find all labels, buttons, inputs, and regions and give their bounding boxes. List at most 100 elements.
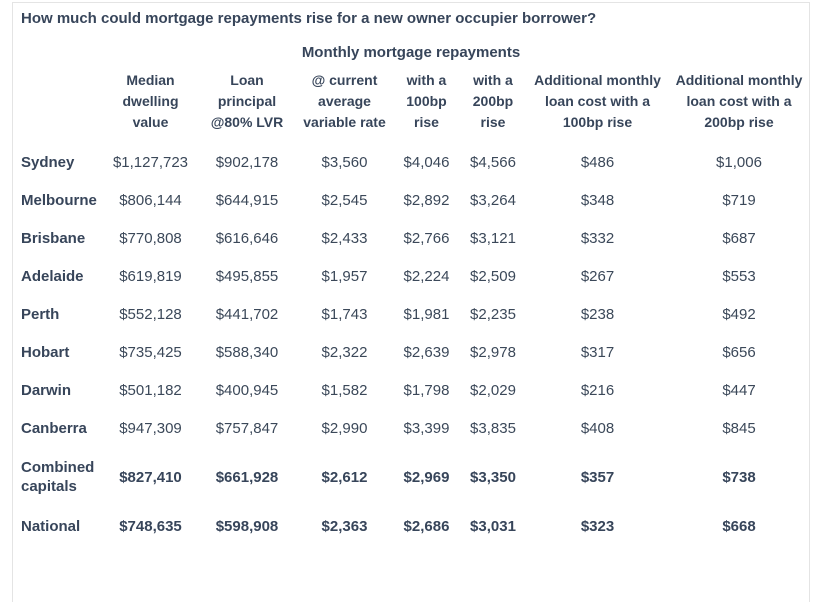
value-cell: $2,235	[470, 305, 516, 323]
value-cell: $1,957	[321, 267, 368, 285]
value-cell: $2,978	[470, 343, 516, 361]
value-cell: $806,144	[119, 191, 182, 209]
value-cell: $1,798	[403, 381, 450, 399]
region-cell: Hobart	[21, 343, 70, 361]
value-cell: $947,309	[119, 419, 182, 437]
region-cell: Sydney	[21, 153, 75, 171]
value-cell: $3,264	[470, 191, 516, 209]
region-cell: Adelaide	[21, 267, 84, 285]
value-cell: $2,686	[403, 517, 450, 535]
column-header-region	[13, 68, 103, 143]
value-cell: $902,178	[215, 153, 279, 171]
value-cell: $588,340	[215, 343, 279, 361]
value-cell: $2,029	[470, 381, 516, 399]
value-cell: $656	[722, 343, 756, 361]
value-cell: $598,908	[215, 517, 279, 535]
column-header-additional-200bp: Additional monthly loan cost with a 200b…	[675, 72, 803, 130]
table-row-darwin: Darwin $501,182 $400,945 $1,582 $1,798 $…	[13, 371, 809, 409]
mortgage-repayments-table: Monthly mortgage repayments Median dwell…	[13, 36, 809, 545]
value-cell: $1,006	[716, 153, 762, 171]
value-cell: $735,425	[119, 343, 182, 361]
value-cell: $447	[722, 381, 756, 399]
value-cell: $216	[580, 381, 615, 399]
column-header-row: Median dwelling value Loan principal @80…	[13, 68, 809, 143]
region-cell: National	[21, 517, 81, 535]
table-row-sydney: Sydney $1,127,723 $902,178 $3,560 $4,046…	[13, 143, 809, 181]
value-cell: $501,182	[119, 381, 182, 399]
column-header-current-rate: @ current average variable rate	[303, 72, 386, 130]
value-cell: $552,128	[119, 305, 182, 323]
value-cell: $3,560	[321, 153, 368, 171]
column-header-100bp: with a 100bp rise	[406, 72, 447, 130]
value-cell: $2,766	[403, 229, 450, 247]
region-cell: Darwin	[21, 381, 72, 399]
value-cell: $3,399	[403, 419, 450, 437]
value-cell: $2,892	[403, 191, 450, 209]
value-cell: $348	[580, 191, 615, 209]
value-cell: $4,046	[403, 153, 450, 171]
region-cell: Combined capitals	[21, 459, 95, 495]
table-row-hobart: Hobart $735,425 $588,340 $2,322 $2,639 $…	[13, 333, 809, 371]
region-cell: Brisbane	[21, 229, 86, 247]
value-cell: $619,819	[119, 267, 182, 285]
table-row-national: National $748,635 $598,908 $2,363 $2,686…	[13, 507, 809, 545]
value-cell: $2,363	[321, 517, 368, 535]
value-cell: $3,350	[470, 468, 516, 486]
value-cell: $2,639	[403, 343, 450, 361]
value-cell: $495,855	[215, 267, 279, 285]
region-cell: Perth	[21, 305, 60, 323]
value-cell: $2,969	[403, 468, 450, 486]
table-row-combined-capitals: Combined capitals $827,410 $661,928 $2,6…	[13, 447, 809, 507]
table-row-perth: Perth $552,128 $441,702 $1,743 $1,981 $2…	[13, 295, 809, 333]
value-cell: $757,847	[215, 419, 279, 437]
value-cell: $3,121	[470, 229, 516, 247]
value-cell: $2,990	[321, 419, 368, 437]
page-title: How much could mortgage repayments rise …	[21, 10, 597, 27]
group-header: Monthly mortgage repayments	[301, 43, 521, 61]
value-cell: $644,915	[215, 191, 279, 209]
column-header-loan-principal: Loan principal @80% LVR	[210, 72, 284, 130]
value-cell: $408	[580, 419, 615, 437]
value-cell: $668	[722, 517, 756, 535]
value-cell: $323	[580, 517, 615, 535]
group-header-row: Monthly mortgage repayments	[13, 36, 809, 68]
value-cell: $3,031	[470, 517, 516, 535]
value-cell: $748,635	[119, 517, 182, 535]
region-cell: Canberra	[21, 419, 87, 437]
value-cell: $357	[580, 468, 615, 486]
value-cell: $441,702	[215, 305, 279, 323]
value-cell: $1,743	[321, 305, 368, 323]
value-cell: $770,808	[119, 229, 182, 247]
value-cell: $687	[722, 229, 756, 247]
value-cell: $332	[580, 229, 615, 247]
value-cell: $3,835	[470, 419, 516, 437]
column-header-200bp: with a 200bp rise	[472, 72, 514, 130]
value-cell: $845	[722, 419, 756, 437]
value-cell: $267	[580, 267, 615, 285]
value-cell: $2,545	[321, 191, 368, 209]
table-row-adelaide: Adelaide $619,819 $495,855 $1,957 $2,224…	[13, 257, 809, 295]
table-row-brisbane: Brisbane $770,808 $616,646 $2,433 $2,766…	[13, 219, 809, 257]
table-row-canberra: Canberra $947,309 $757,847 $2,990 $3,399…	[13, 409, 809, 447]
value-cell: $827,410	[119, 468, 182, 486]
value-cell: $2,509	[470, 267, 516, 285]
value-cell: $238	[580, 305, 615, 323]
value-cell: $1,127,723	[112, 153, 189, 171]
value-cell: $400,945	[215, 381, 279, 399]
value-cell: $4,566	[470, 153, 516, 171]
value-cell: $1,582	[321, 381, 368, 399]
value-cell: $317	[580, 343, 615, 361]
column-header-median-value: Median dwelling value	[122, 72, 179, 130]
value-cell: $2,612	[321, 468, 368, 486]
value-cell: $616,646	[215, 229, 279, 247]
region-cell: Melbourne	[21, 191, 97, 209]
value-cell: $492	[722, 305, 756, 323]
value-cell: $661,928	[215, 468, 279, 486]
column-header-additional-100bp: Additional monthly loan cost with a 100b…	[534, 72, 661, 130]
value-cell: $2,433	[321, 229, 368, 247]
value-cell: $738	[722, 468, 756, 486]
table-row-melbourne: Melbourne $806,144 $644,915 $2,545 $2,89…	[13, 181, 809, 219]
value-cell: $2,224	[403, 267, 450, 285]
table-card: How much could mortgage repayments rise …	[12, 2, 810, 602]
value-cell: $1,981	[403, 305, 450, 323]
